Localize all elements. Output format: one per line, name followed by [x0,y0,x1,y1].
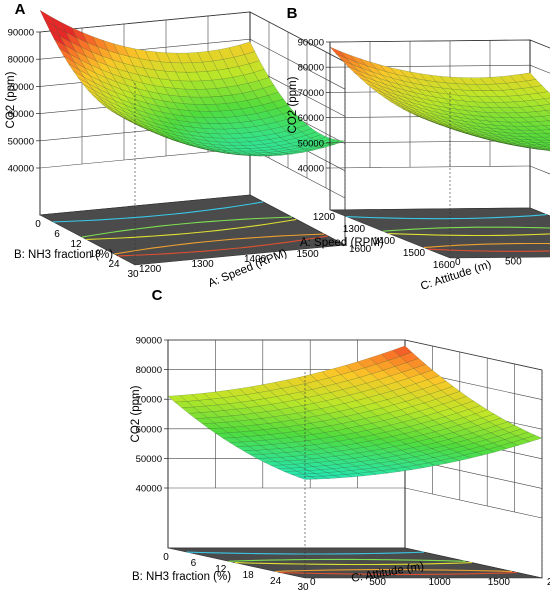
chart-y-tick-label: 1000 [429,577,452,588]
chart-surface [168,346,542,480]
chart-y-ticks: 0500100015002000 [310,577,550,588]
chart-z-tick-label: 50000 [8,136,34,147]
chart-z-axis-label: CO2 (ppm) [130,385,142,442]
chart-z-tick-label: 60000 [298,113,324,124]
chart-x-axis-label: B: NH3 fraction (%) [14,249,113,261]
chart-z-tick-label: 40000 [136,484,162,495]
chart-z-tick-label: 70000 [298,88,324,99]
chart-y-tick-label: 500 [505,257,522,268]
chart-x-tick-label: 0 [163,552,169,563]
chart-surface [40,10,345,156]
chart-x-tick-label: 6 [54,229,60,240]
chart-gridline [330,166,530,168]
panel-letter: B [287,5,298,22]
chart-y-tick-label: 1200 [139,264,162,275]
chart-y-tick-label: 1300 [192,259,215,270]
chart-x-tick-label: 1600 [433,260,456,271]
chart-x-tick-label: 0 [35,219,41,230]
chart-z-tick-label: 50000 [136,454,162,465]
chart-z-axis-label: CO2 (ppm) [287,76,299,133]
chart-x-axis-label: B: NH3 fraction (%) [132,571,231,583]
chart-x-tick-label: 30 [297,582,309,590]
chart-z-tick-label: 40000 [298,164,324,175]
panel-letter: A [15,1,26,18]
chart-surface [330,47,550,153]
chart-z-tick-label: 80000 [8,55,34,66]
chart-x-tick-label: 1300 [343,224,366,235]
chart-gridline [405,488,542,518]
chart-z-axis-label: CO2 (ppm) [5,71,17,128]
panel-letter: C [152,287,163,304]
chart-x-tick-label: 6 [191,558,197,569]
chart-z-tick-label: 40000 [8,164,34,175]
chart-y-tick-label: 1500 [488,577,511,588]
chart-z-tick-label: 80000 [136,365,162,376]
chart-gridline [530,166,550,214]
chart-y-tick-label: 0 [455,257,461,268]
chart-x-axis-label: A: Speed (RPM) [300,237,384,249]
chart-gridline [330,40,530,42]
chart-x-tick-label: 1500 [403,248,426,259]
chart-z-tick-label: 80000 [298,63,324,74]
chart-x-tick-label: 24 [270,576,282,587]
chart-x-tick-label: 30 [127,269,139,280]
chart-y-tick-label: 1500 [297,249,320,260]
chart-x-tick-label: 1200 [313,212,336,223]
chart-y-tick-label: 0 [310,577,316,588]
chart-z-tick-label: 90000 [8,28,34,39]
chart-z-tick-label: 50000 [298,138,324,149]
chart-x-tick-label: 18 [243,570,255,581]
chart-z-tick-label: 90000 [136,336,162,347]
chart-z-tick-label: 90000 [298,38,324,49]
